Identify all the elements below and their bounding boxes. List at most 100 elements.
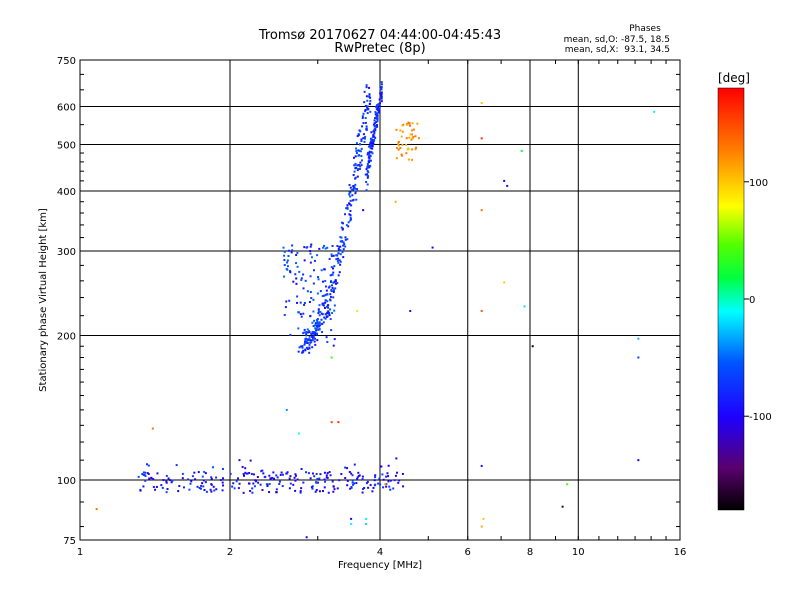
echo-point [415,146,418,149]
echo-point [503,179,506,182]
echo-point [346,238,349,241]
echo-point [315,481,318,484]
echo-point [242,491,245,494]
echo-point [345,224,348,227]
echo-point [249,459,252,462]
echo-point [339,263,342,266]
echo-point [410,148,413,151]
echo-point [394,474,397,477]
echo-point [337,252,340,255]
echo-point [373,125,376,128]
echo-point [399,147,402,150]
phases-heading: Phases [629,24,661,34]
echo-point [331,284,334,287]
echo-point [247,482,250,485]
echo-point [396,142,399,145]
echo-point [318,490,321,493]
echo-point [344,238,347,241]
colorbar-tick-label: 0 [749,295,755,306]
echo-point [254,479,257,482]
echo-point [361,475,364,478]
echo-point [202,485,205,488]
x-tick-label: 16 [674,547,687,558]
echo-point [154,488,157,491]
echo-point [356,477,359,480]
tick-labels: 1 2 4 6 8 10 16 75 100 200 300 400 500 600 750 [57,56,686,558]
echo-point [318,314,321,317]
echo-point [380,91,383,94]
echo-point [313,269,316,272]
echo-point [327,286,330,289]
echo-point [169,479,172,482]
echo-point [395,146,398,149]
echo-point [367,108,370,111]
echo-point [306,328,309,331]
echo-point [330,253,333,256]
echo-point [366,176,369,179]
echo-point [356,168,359,171]
echo-point [299,490,302,493]
echo-point [356,476,359,479]
echo-point [349,199,352,202]
echo-point [352,185,355,188]
echo-point [360,155,363,158]
echo-point [353,170,356,173]
echo-point [346,207,349,210]
echo-point [385,483,388,486]
echo-point [309,291,312,294]
y-tick-label: 75 [63,536,76,547]
echo-point [374,476,377,479]
echo-point [377,111,380,114]
echo-point [411,122,414,125]
echo-point [271,476,274,479]
echo-point [329,474,332,477]
echo-point [151,427,154,430]
echo-point [371,142,374,145]
echo-point [369,142,372,145]
echo-point [286,268,289,271]
echo-point [349,487,352,490]
echo-point [312,325,315,328]
tick-marks [80,60,680,540]
echo-point [363,90,366,93]
echo-point [405,137,408,140]
echo-point [405,143,408,146]
echo-point [237,487,240,490]
y-tick-label: 600 [57,103,76,114]
echo-point [374,117,377,120]
echo-point [268,491,271,494]
echo-point [362,122,365,125]
phases-mean-o: mean, sd,O: -87.5, 18.5 [564,35,670,45]
echo-point [316,319,319,322]
echo-point [380,81,383,84]
echo-point [323,306,326,309]
echo-point [361,491,364,494]
echo-point [330,295,333,298]
echo-point [299,301,302,304]
echo-point [365,86,368,89]
echo-point [332,281,335,284]
echo-point [148,477,151,480]
echo-point [212,485,215,488]
echo-point [298,346,301,349]
echo-point [295,282,298,285]
echo-point [312,310,315,313]
echo-point [336,487,339,490]
x-tick-label: 10 [572,547,585,558]
echo-point [202,479,205,482]
echo-point [233,487,236,490]
echo-point [309,245,312,248]
echo-point [341,239,344,242]
echo-point [364,121,367,124]
echo-point [339,249,342,252]
echo-point [358,143,361,146]
echo-point [322,280,325,283]
echo-point [302,273,305,276]
echo-point [152,485,155,488]
echo-point [310,332,313,335]
echo-point [322,321,325,324]
echo-point [331,245,334,248]
echo-point [311,346,314,349]
echo-point [408,136,411,139]
echo-point [401,472,404,475]
